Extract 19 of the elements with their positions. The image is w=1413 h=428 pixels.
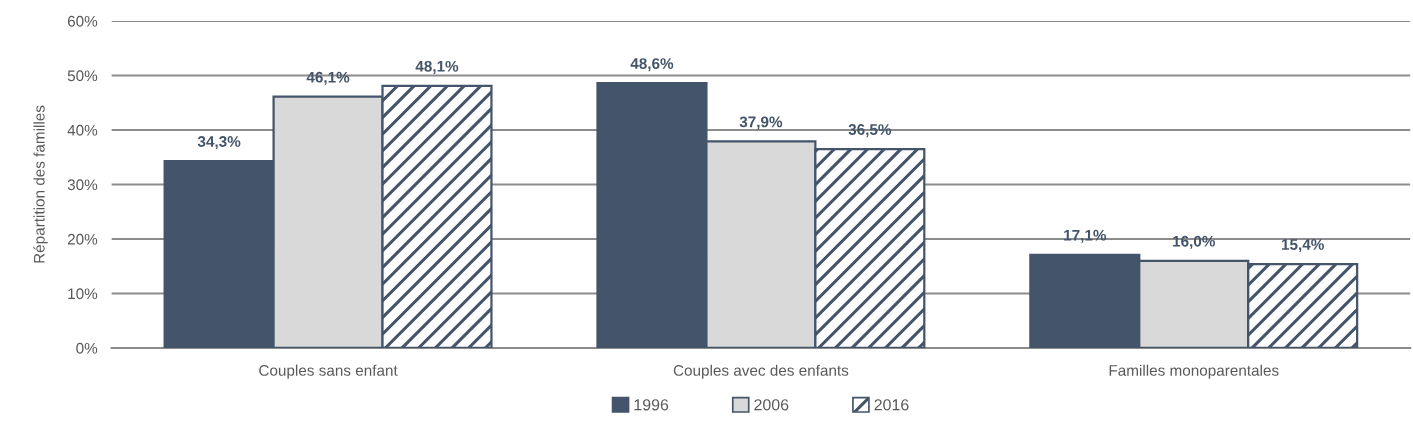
- legend-label: 2016: [874, 399, 909, 411]
- y-tick-label: 60%: [67, 15, 98, 27]
- y-tick-label: 20%: [67, 233, 98, 245]
- y-tick-label: 10%: [68, 288, 98, 300]
- y-tick-label: 40%: [67, 124, 98, 136]
- y-tick-label: 30%: [67, 179, 98, 191]
- data-label: 34,3%: [197, 136, 241, 150]
- data-label: 15,4%: [1281, 239, 1324, 253]
- y-tick-label: 0%: [76, 342, 98, 354]
- data-label: 37,9%: [739, 116, 783, 130]
- x-tick-label: Familles monoparentales: [1109, 364, 1279, 379]
- legend-label: 2006: [754, 399, 789, 411]
- legend-label: 1996: [634, 399, 669, 411]
- y-tick-label: 50%: [67, 70, 98, 82]
- x-tick-label: Couples sans enfant: [259, 364, 398, 379]
- data-label: 48,1%: [415, 60, 459, 74]
- y-axis-title: Répartition des familles: [33, 105, 48, 263]
- data-label: 48,6%: [630, 58, 674, 72]
- x-tick-label: Couples avec des enfants: [673, 364, 849, 379]
